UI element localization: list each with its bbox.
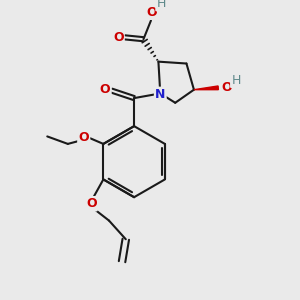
Text: O: O xyxy=(78,131,89,144)
Text: O: O xyxy=(147,6,157,19)
Polygon shape xyxy=(194,86,218,90)
Text: O: O xyxy=(221,81,232,94)
Text: H: H xyxy=(231,74,241,87)
Text: N: N xyxy=(155,88,166,101)
Text: O: O xyxy=(86,197,97,210)
Text: O: O xyxy=(100,83,110,96)
Text: O: O xyxy=(113,31,124,44)
Text: H: H xyxy=(157,0,166,10)
